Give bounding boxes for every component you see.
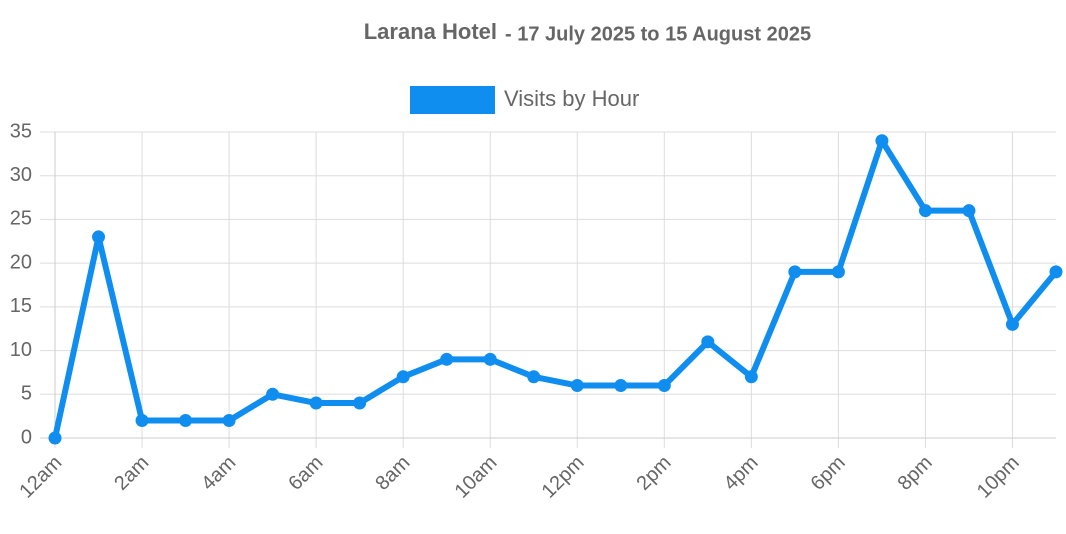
point [527,370,541,384]
point [353,396,367,410]
legend-swatch [410,86,495,114]
y-tick-label: 20 [10,251,32,273]
point [962,204,976,218]
point [222,414,236,428]
x-tick-label: 8pm [894,452,937,495]
point [875,134,889,148]
point [309,396,323,410]
point [1049,265,1063,279]
x-tick-label: 10am [451,452,502,503]
point [1005,317,1019,331]
x-tick-label: 12am [15,452,66,503]
point [483,352,497,366]
point [657,379,671,393]
x-tick-label: 4pm [720,452,763,495]
point [570,379,584,393]
point [92,230,106,244]
x-tick-label: 4am [197,452,240,495]
point [918,204,932,218]
line [52,137,1059,439]
x-tick-label: 6pm [807,452,850,495]
y-tick-label: 5 [21,383,32,405]
legend-label: Visits by Hour [504,86,639,111]
y-tick-label: 10 [10,339,32,361]
y-tick-label: 25 [10,208,32,230]
y-tick-label: 30 [10,164,32,186]
point [48,431,62,445]
point [396,370,410,384]
y-tick-label: 35 [10,120,32,142]
x-tick-label: 6am [284,452,327,495]
point [831,265,845,279]
x-tick-label: 8am [371,452,414,495]
point [135,414,149,428]
point [266,387,280,401]
point [701,335,715,349]
point [744,370,758,384]
chart-subtitle: - 17 July 2025 to 15 August 2025 [505,23,811,45]
point [179,414,193,428]
chart-title: Larana Hotel [364,19,497,44]
y-tick-label: 15 [10,295,32,317]
point [440,352,454,366]
x-tick-label: 2pm [633,452,676,495]
y-tick-label: 0 [21,426,32,448]
x-tick-label: 12pm [538,452,589,503]
x-tick-label: 2am [110,452,153,495]
point [788,265,802,279]
point [614,379,628,393]
x-tick-label: 10pm [973,452,1024,503]
